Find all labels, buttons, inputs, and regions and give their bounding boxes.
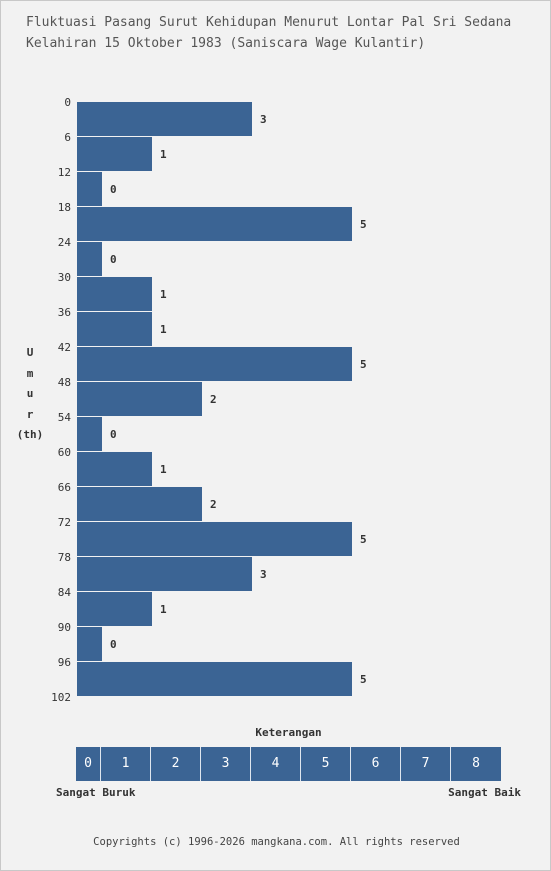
- bar-age-24-30: [77, 242, 102, 276]
- chart-title-line-1: Fluktuasi Pasang Surut Kehidupan Menurut…: [26, 15, 512, 30]
- legend-scale-cell-4: 4: [251, 747, 301, 781]
- y-tick-label: 0: [64, 96, 71, 109]
- bar-age-30-36: [77, 277, 152, 311]
- chart-title-line-2: Kelahiran 15 Oktober 1983 (Saniscara Wag…: [26, 36, 426, 51]
- bar-value-label: 5: [360, 218, 367, 231]
- bar-age-0-6: [77, 102, 252, 136]
- legend-scale-cell-5: 5: [301, 747, 351, 781]
- bar-value-label: 3: [260, 568, 267, 581]
- bar-value-label: 5: [360, 358, 367, 371]
- y-tick-label: 12: [58, 166, 71, 179]
- legend-high-label: Sangat Baik: [448, 786, 521, 799]
- y-tick-label: 42: [58, 341, 71, 354]
- legend-scale-cell-3: 3: [201, 747, 251, 781]
- bar-value-label: 2: [210, 498, 217, 511]
- bar-value-label: 1: [160, 288, 167, 301]
- bar-age-90-96: [77, 627, 102, 661]
- y-axis-label: U m u r (th): [13, 343, 47, 446]
- bar-age-60-66: [77, 452, 152, 486]
- y-tick-label: 96: [58, 656, 71, 669]
- legend-scale-cell-1: 1: [101, 747, 151, 781]
- bar-age-96-102: [77, 662, 352, 696]
- legend-title: Keterangan: [255, 726, 322, 739]
- bar-age-66-72: [77, 487, 202, 521]
- bar-age-72-78: [77, 522, 352, 556]
- y-tick-label: 6: [64, 131, 71, 144]
- y-tick-label: 18: [58, 201, 71, 214]
- y-tick-label: 66: [58, 481, 71, 494]
- bar-age-36-42: [77, 312, 152, 346]
- bar-age-84-90: [77, 592, 152, 626]
- y-tick-label: 78: [58, 551, 71, 564]
- y-tick-label: 24: [58, 236, 72, 249]
- y-tick-label: 30: [58, 271, 71, 284]
- bar-chart: 3105011520125310506121824303642485460667…: [51, 96, 367, 704]
- y-tick-label: 72: [58, 516, 71, 529]
- bar-value-label: 1: [160, 323, 167, 336]
- y-axis-label-char: U: [26, 346, 34, 359]
- bar-value-label: 0: [110, 183, 117, 196]
- bar-value-label: 1: [160, 603, 167, 616]
- bar-value-label: 3: [260, 113, 267, 126]
- legend-low-label: Sangat Buruk: [56, 786, 136, 799]
- bar-value-label: 1: [160, 148, 167, 161]
- bar-value-label: 0: [110, 638, 117, 651]
- bar-age-18-24: [77, 207, 352, 241]
- legend-scale-cell-7: 7: [401, 747, 451, 781]
- y-tick-label: 60: [58, 446, 71, 459]
- bar-age-6-12: [77, 137, 152, 171]
- legend-scale-cell-0: 0: [76, 747, 101, 781]
- legend-scale-cell-2: 2: [151, 747, 201, 781]
- bar-age-78-84: [77, 557, 252, 591]
- y-axis-label-char: r: [26, 407, 34, 421]
- y-axis-label-char: u: [26, 387, 34, 400]
- bar-age-54-60: [77, 417, 102, 451]
- bar-age-48-54: [77, 382, 202, 416]
- bar-value-label: 0: [110, 428, 117, 441]
- legend-scale-cell-8: 8: [451, 747, 501, 781]
- bar-age-12-18: [77, 172, 102, 206]
- bar-value-label: 1: [160, 463, 167, 476]
- y-tick-label: 54: [58, 411, 72, 424]
- y-tick-label: 48: [58, 376, 71, 389]
- y-tick-label: 102: [51, 691, 71, 704]
- copyright-footer: Copyrights (c) 1996-2026 mangkana.com. A…: [93, 836, 460, 848]
- bar-value-label: 2: [210, 393, 217, 406]
- y-axis-label-unit: (th): [16, 428, 44, 441]
- bar-value-label: 5: [360, 533, 367, 546]
- y-tick-label: 36: [58, 306, 71, 319]
- bar-age-42-48: [77, 347, 352, 381]
- y-tick-label: 84: [58, 586, 72, 599]
- legend-scale-cell-6: 6: [351, 747, 401, 781]
- bar-value-label: 5: [360, 673, 367, 686]
- y-axis-label-char: m: [26, 366, 34, 380]
- bar-value-label: 0: [110, 253, 117, 266]
- y-tick-label: 90: [58, 621, 71, 634]
